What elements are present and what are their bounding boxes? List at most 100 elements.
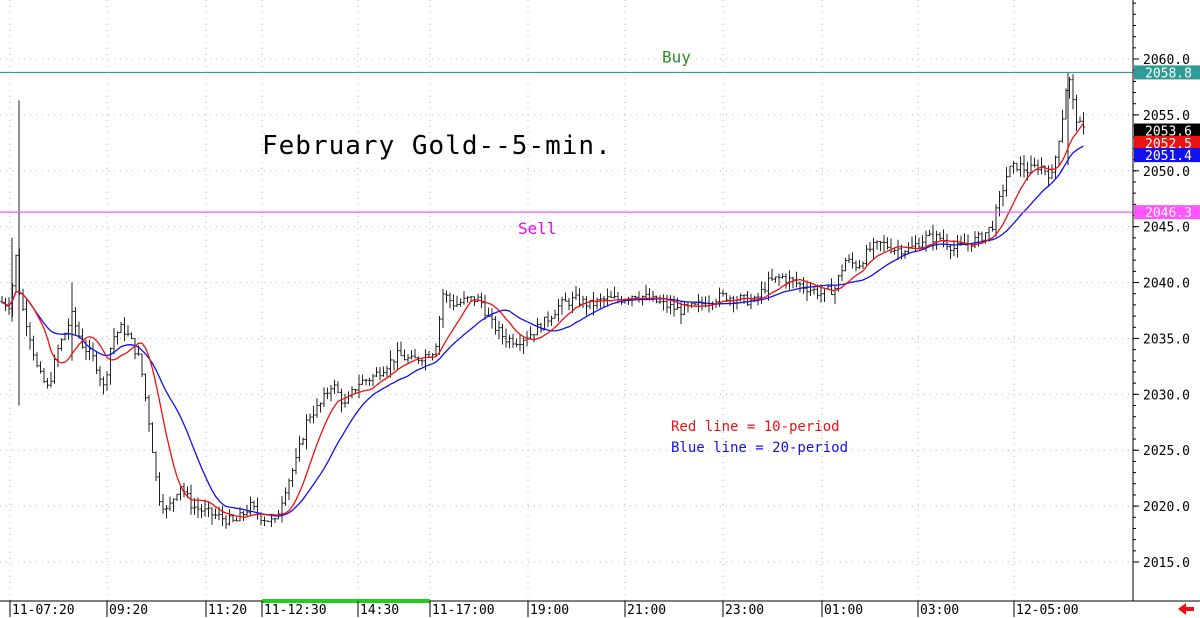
levels: Buy Sell [0,47,1133,238]
ohlc-bar [773,276,778,283]
ohlc-bar [612,286,617,299]
ohlc-bar [416,356,421,364]
ma20-line [1,145,1084,517]
ohlc-bar [441,288,445,329]
y-tick-label: 2015.0 [1143,556,1190,571]
ohlc-bar [241,510,246,522]
y-tick-label: 2020.0 [1143,500,1190,515]
ohlc-bar [948,244,953,260]
ohlc-bar [59,338,64,351]
ohlc-bar [458,298,463,307]
ohlc-bar [812,286,816,295]
ohlc-bar [871,237,876,260]
ohlc-bar [238,507,242,522]
ohlc-bar [465,296,470,303]
ohlc-bar [1001,184,1005,207]
ohlc-bar [497,320,501,340]
ohlc-bar [49,371,53,388]
ohlc-bar [780,273,785,279]
x-tick-label: 11-12:30 [264,603,327,618]
ohlc-bar [938,232,942,241]
ohlc-bar [504,328,508,348]
ohlc-bar [605,288,610,307]
ohlc-bar [980,231,984,242]
ohlc-bar [661,294,666,311]
ohlc-bar [245,504,249,518]
ohlc-bar [1053,155,1058,179]
ohlc-bar [329,384,333,402]
ohlc-bar [766,271,771,301]
ohlc-bar [269,514,274,528]
ohlc-bar [833,285,837,305]
ohlc-bar [105,371,109,391]
x-tick-label: 09:20 [109,603,148,618]
ohlc-bar [220,505,225,527]
ohlc-bar [343,393,347,408]
ohlc-bar [119,321,123,334]
ohlc-bar [672,295,676,317]
ohlc-bar [693,302,697,306]
ohlc-bar [815,284,820,300]
ohlc-bar [154,451,158,481]
ohlc-bar [1050,164,1054,179]
ohlc-bar [549,315,554,326]
ohlc-bar [1032,157,1037,168]
ohlc-bar [371,373,375,387]
ohlc-bar [420,357,424,366]
ohlc-bar [472,296,477,307]
ohlc-bar [462,291,466,305]
ohlc-bar [546,311,550,328]
ohlc-bar [196,497,200,519]
ohlc-bar [1011,160,1016,174]
ohlc-bar [315,398,319,418]
ohlc-bar [332,379,337,395]
ohlc-bar [122,317,127,342]
ohlc-bar [203,499,207,517]
ohlc-bar [829,278,834,296]
ohlc-bar [1078,116,1082,123]
ohlc-bar [101,376,106,395]
ohlc-bar [665,294,669,313]
ohlc-bar [273,517,277,524]
sell-price-tag-text: 2046.3 [1145,206,1192,221]
ohlc-bar [955,235,960,258]
scroll-right-arrow-icon[interactable] [1178,603,1194,615]
ohlc-bar [210,507,214,525]
x-tick-label: 14:30 [360,603,399,618]
sell-price-tag: 2046.3 [1134,205,1200,221]
ohlc-bar [521,337,526,355]
ohlc-bar [87,339,92,361]
ohlc-bar [129,332,134,339]
price-bars [0,72,1086,529]
ohlc-bar [413,348,417,359]
ohlc-bar [675,297,680,310]
level-label-buy: Buy [662,47,691,66]
y-axis-ticks: 2015.0 2020.0 2025.0 2030.0 2035.0 2040.0 2045… [1133,2,1190,571]
ohlc-bar [1039,157,1044,175]
ohlc-bar [994,204,998,237]
ohlc-bar [367,377,372,386]
ohlc-bar [952,240,956,257]
ohlc-bar [38,361,43,374]
ma20-price-tag: 2051.4 [1134,148,1200,164]
ohlc-bar [126,325,130,337]
buy-price-tag-text: 2058.8 [1145,66,1192,81]
ohlc-bar [115,331,120,345]
ohlc-bar [140,353,144,378]
x-tick-label: 19:00 [530,603,569,618]
ohlc-bar [325,387,330,400]
ohlc-bar [889,238,893,254]
ohlc-bar [759,281,764,305]
ohlc-bar [406,354,410,363]
ohlc-bar [287,478,291,501]
ohlc-bar [777,273,781,287]
ohlc-bar [35,352,39,368]
ohlc-bar [206,501,211,518]
ohlc-bar [385,365,389,378]
ohlc-bar [556,298,561,322]
ohlc-bar [542,316,547,331]
ohlc-bar [1022,155,1026,178]
ohlc-bar [24,299,29,337]
ohlc-bar [570,291,575,314]
ohlc-bar [304,414,309,450]
